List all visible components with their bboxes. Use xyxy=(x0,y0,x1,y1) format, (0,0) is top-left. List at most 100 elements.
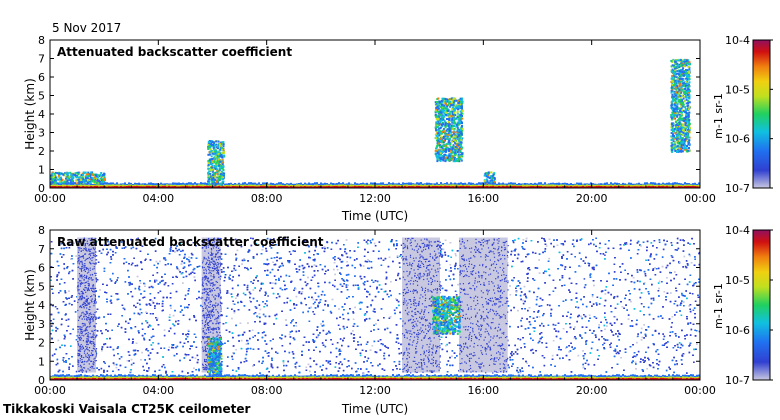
bl-cell xyxy=(120,184,122,187)
bl-cell xyxy=(232,185,234,188)
cloud-cell xyxy=(677,129,679,132)
cloud-cell xyxy=(688,91,690,94)
cloud-cell xyxy=(682,144,685,147)
cloud-cell xyxy=(673,136,676,139)
bl-cell xyxy=(670,184,672,187)
bl-cell xyxy=(486,183,488,186)
bl-cell xyxy=(318,185,320,188)
cloud-cell xyxy=(439,145,441,148)
bl-cell xyxy=(234,183,236,186)
cloud-cell xyxy=(207,176,210,179)
cloud-cell xyxy=(674,146,677,149)
bl-cell xyxy=(570,185,572,188)
bl-cell xyxy=(658,185,660,188)
cloud-cell xyxy=(485,175,488,178)
bl-cell xyxy=(314,182,316,185)
bl-cell xyxy=(618,183,620,186)
cloud-cell xyxy=(490,176,492,179)
cloud-cell xyxy=(208,170,211,173)
cloud-cell xyxy=(80,178,83,180)
cloud-cell xyxy=(216,169,219,172)
cloud-cell xyxy=(452,125,454,128)
bl-cell xyxy=(122,186,124,188)
cloud-cell xyxy=(207,142,210,145)
bl-cell xyxy=(334,183,336,186)
y-tick-label: 7 xyxy=(38,53,45,66)
bl-cell xyxy=(148,184,150,187)
cloud-cell xyxy=(448,127,451,130)
cloud-cell xyxy=(681,80,684,83)
bl-cell xyxy=(538,185,540,188)
bl-cell xyxy=(386,186,388,188)
cloud-cell xyxy=(677,140,680,143)
cloud-cell xyxy=(682,97,685,100)
cloud-cell xyxy=(218,179,221,181)
cloud-cell xyxy=(460,127,463,130)
cloud-cell xyxy=(71,177,74,180)
bl-cell xyxy=(450,182,452,185)
cloud-cell xyxy=(84,175,87,178)
cloud-cell xyxy=(672,140,675,143)
cloud-cell xyxy=(674,66,677,69)
cloud-cell xyxy=(449,156,452,159)
bl-cell xyxy=(278,186,280,188)
bl-cell xyxy=(546,186,548,188)
cloud-cell xyxy=(676,147,679,149)
bl-cell xyxy=(416,185,418,188)
bl-cell xyxy=(562,184,564,187)
bl-cell xyxy=(408,186,410,188)
cloud-cell xyxy=(676,62,679,65)
bl-cell xyxy=(462,182,464,186)
cloud-cell xyxy=(672,123,675,125)
cloud-cell xyxy=(52,176,55,179)
bl-cell xyxy=(542,186,544,188)
bl-cell xyxy=(390,186,392,188)
bl-cell xyxy=(392,184,394,187)
cloud-cell xyxy=(222,143,225,146)
bl-cell xyxy=(568,186,570,188)
bl-cell xyxy=(678,182,680,186)
cloud-cell xyxy=(670,126,673,129)
bl-cell xyxy=(94,185,96,188)
bl-cell xyxy=(480,182,482,185)
bl-cell xyxy=(316,186,318,188)
bl-cell xyxy=(684,186,686,188)
bl-cell xyxy=(600,183,602,186)
bl-cell xyxy=(510,185,512,188)
cloud-cell xyxy=(221,148,224,151)
cloud-cell xyxy=(54,179,56,182)
bl-cell xyxy=(342,182,344,185)
cloud-cell xyxy=(208,168,211,171)
cloud-cell xyxy=(438,124,441,127)
bl-cell xyxy=(698,186,700,188)
cloud-cell xyxy=(680,107,683,109)
cloud-cell xyxy=(685,114,688,117)
cloud-cell xyxy=(445,154,448,157)
cloud-cell xyxy=(441,109,444,112)
bl-cell xyxy=(274,183,276,187)
cloud-cell xyxy=(214,178,217,181)
bl-cell xyxy=(468,185,470,188)
cloud-cell xyxy=(76,182,79,185)
cloud-cell xyxy=(687,129,690,131)
cloud-cell xyxy=(673,135,675,137)
bl-cell xyxy=(558,186,560,188)
bl-cell xyxy=(70,185,72,188)
noise-cell xyxy=(267,295,269,297)
bl-cell xyxy=(346,186,348,188)
cloud-cell xyxy=(682,139,685,142)
cloud-cell xyxy=(208,151,211,154)
cloud-cell xyxy=(677,150,680,153)
cloud-cell xyxy=(688,81,691,84)
cloud-cell xyxy=(439,139,442,142)
cloud-cell xyxy=(678,88,681,91)
cloud-cell xyxy=(676,72,679,75)
bl-cell xyxy=(568,183,570,187)
cloud-cell xyxy=(678,131,681,134)
cloud-cell xyxy=(457,115,460,118)
cloud-cell xyxy=(88,178,91,180)
bl-cell xyxy=(610,185,612,188)
cloud-cell xyxy=(219,155,222,157)
bl-cell xyxy=(140,184,142,187)
cloud-cell xyxy=(442,111,445,114)
